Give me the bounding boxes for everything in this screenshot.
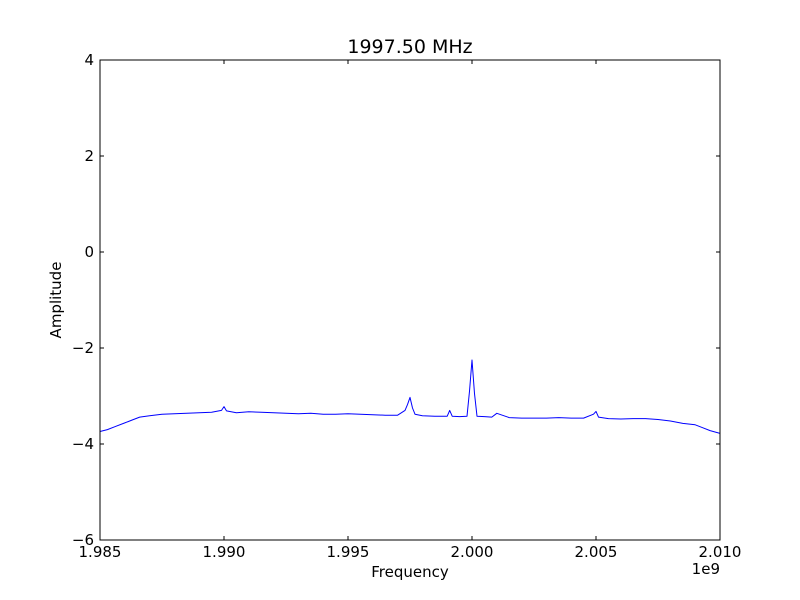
x-axis-offset-label: 1e9 bbox=[692, 560, 720, 578]
x-tick-label: 1.985 bbox=[79, 543, 122, 561]
plot-area bbox=[100, 60, 720, 540]
x-tick-label: 2.000 bbox=[451, 543, 494, 561]
y-tick-label: 0 bbox=[84, 243, 94, 261]
y-axis: −6 −4 −2 0 2 4 bbox=[72, 51, 720, 549]
x-tick-label: 1.990 bbox=[203, 543, 246, 561]
series-line bbox=[99, 359, 721, 434]
y-axis-label: Amplitude bbox=[47, 262, 65, 339]
y-tick-label: −6 bbox=[72, 531, 94, 549]
x-tick-label: 2.010 bbox=[699, 543, 742, 561]
y-tick-label: −4 bbox=[72, 435, 94, 453]
y-tick-label: 4 bbox=[84, 51, 94, 69]
chart-title: 1997.50 MHz bbox=[347, 36, 472, 58]
x-axis: 1.985 1.990 1.995 2.000 2.005 2.010 bbox=[79, 60, 742, 561]
y-tick-label: −2 bbox=[72, 339, 94, 357]
x-tick-label: 1.995 bbox=[327, 543, 370, 561]
x-tick-label: 2.005 bbox=[575, 543, 618, 561]
plot-frame bbox=[99, 59, 721, 541]
y-tick-label: 2 bbox=[84, 147, 94, 165]
x-axis-label: Frequency bbox=[371, 563, 449, 581]
